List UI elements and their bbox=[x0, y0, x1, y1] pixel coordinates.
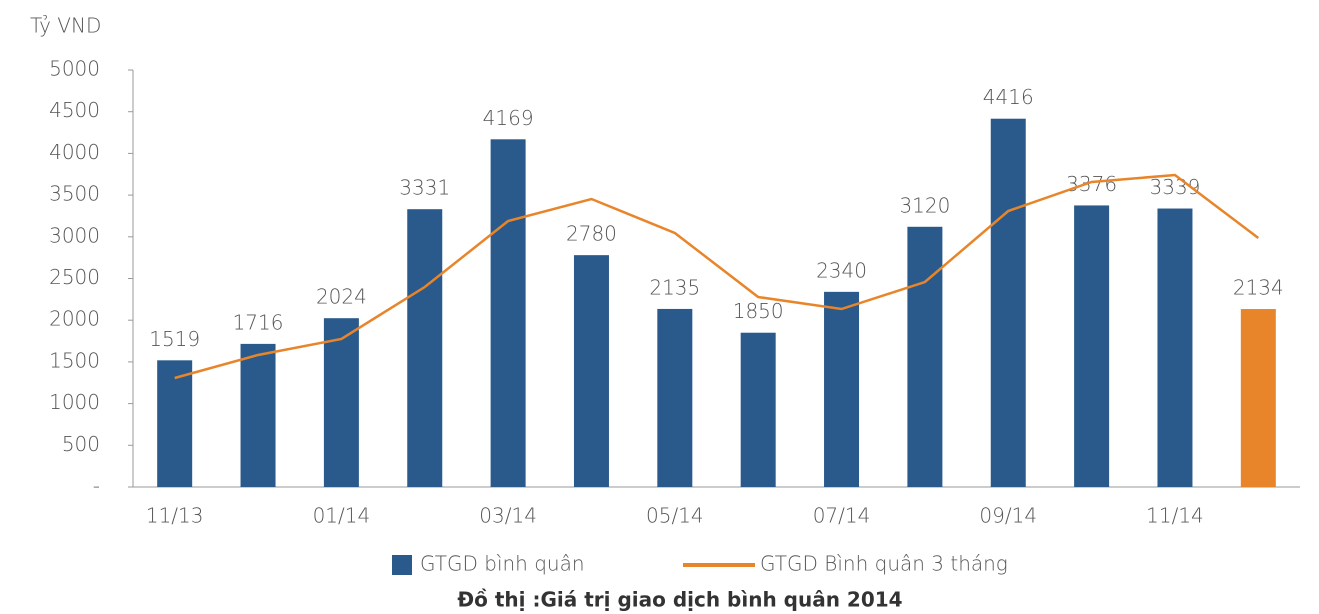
x-tick-label: 03/14 bbox=[479, 504, 537, 528]
data-label: 2135 bbox=[649, 275, 700, 299]
legend-swatch bbox=[392, 555, 412, 575]
x-tick-label: 01/14 bbox=[313, 504, 371, 528]
x-tick-label: 11/14 bbox=[1146, 504, 1204, 528]
y-tick-label: 500 bbox=[62, 432, 100, 456]
bar bbox=[824, 291, 860, 487]
bar bbox=[907, 226, 943, 488]
bar bbox=[1157, 208, 1193, 487]
y-tick-label: 2000 bbox=[49, 307, 100, 331]
y-tick-label: 2500 bbox=[49, 265, 100, 289]
bar bbox=[657, 308, 693, 487]
y-tick-label: 1000 bbox=[49, 390, 100, 414]
data-label: 3331 bbox=[399, 176, 450, 200]
y-tick-label: - bbox=[93, 474, 100, 498]
x-tick-label: 09/14 bbox=[979, 504, 1037, 528]
y-tick-label: 1500 bbox=[49, 348, 100, 372]
legend-label: GTGD Bình quân 3 tháng bbox=[760, 552, 1008, 576]
data-label: 4416 bbox=[983, 85, 1034, 109]
data-label: 2134 bbox=[1233, 276, 1284, 300]
y-tick-label: 3500 bbox=[49, 182, 100, 206]
bar bbox=[573, 255, 609, 487]
y-tick-label: 5000 bbox=[49, 57, 100, 81]
data-label: 1519 bbox=[149, 327, 200, 351]
bar bbox=[1074, 205, 1110, 488]
bar bbox=[1240, 309, 1276, 487]
y-tick-label: 4500 bbox=[49, 98, 100, 122]
y-tick-label: 3000 bbox=[49, 223, 100, 247]
bar bbox=[490, 139, 526, 487]
bar bbox=[740, 332, 776, 487]
data-label: 4169 bbox=[483, 106, 534, 130]
x-tick-label: 05/14 bbox=[646, 504, 704, 528]
bar bbox=[240, 343, 276, 487]
data-label: 1850 bbox=[733, 299, 784, 323]
bar bbox=[323, 318, 359, 487]
data-label: 2780 bbox=[566, 222, 617, 246]
bar bbox=[157, 360, 193, 487]
x-tick-label: 07/14 bbox=[813, 504, 871, 528]
data-label: 2024 bbox=[316, 285, 367, 309]
data-label: 3376 bbox=[1066, 172, 1117, 196]
y-tick-label: 4000 bbox=[49, 140, 100, 164]
legend-label: GTGD bình quân bbox=[420, 552, 585, 576]
data-label: 2340 bbox=[816, 258, 867, 282]
y-axis-label: Tỷ VND bbox=[30, 14, 101, 38]
line bbox=[174, 173, 1260, 380]
chart-title: Đồ thị :Giá trị giao dịch bình quân 2014 bbox=[457, 588, 902, 612]
bar bbox=[990, 118, 1026, 487]
data-label: 3120 bbox=[899, 193, 950, 217]
x-tick-label: 11/13 bbox=[146, 504, 204, 528]
bar bbox=[407, 209, 443, 488]
data-label: 1716 bbox=[233, 310, 284, 334]
